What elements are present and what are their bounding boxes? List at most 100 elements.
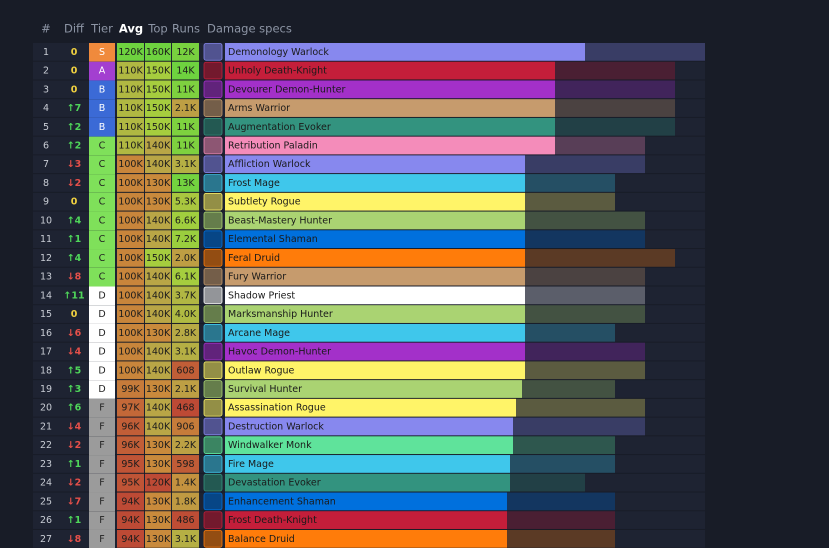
- avg-bar: [225, 361, 525, 380]
- runs-value: 5.3K: [175, 197, 197, 208]
- diff: ↑3: [67, 384, 82, 395]
- rank: 27: [40, 534, 52, 545]
- runs-value: 3.1K: [175, 347, 197, 358]
- runs-value: 608: [176, 365, 194, 376]
- avg-cell: [117, 267, 144, 286]
- runs-value: 3.1K: [175, 159, 197, 170]
- avg-cell: [117, 155, 144, 174]
- diff: ↑7: [67, 103, 82, 114]
- tier: C: [99, 234, 106, 245]
- tier: F: [99, 440, 104, 451]
- spec-name: Fury Warrior: [228, 272, 286, 283]
- rank: 26: [40, 515, 52, 526]
- top-value: 130K: [146, 197, 171, 208]
- rank: 9: [43, 197, 49, 208]
- avg-cell: [117, 230, 144, 249]
- runs-value: 2.1K: [175, 103, 197, 114]
- avg-value: 95K: [121, 478, 140, 489]
- spec-name: Havoc Demon-Hunter: [228, 347, 331, 358]
- top-value: 140K: [146, 290, 171, 301]
- top-cell: [145, 286, 171, 305]
- rank: 16: [40, 328, 52, 339]
- diff: ↓8: [67, 272, 82, 283]
- avg-cell: [117, 380, 144, 398]
- spec-name: Retribution Paladin: [228, 141, 318, 152]
- spec-name: Arcane Mage: [228, 328, 290, 339]
- avg-bar: [225, 117, 555, 136]
- diff: 0: [71, 309, 78, 320]
- spec-icon: [203, 249, 223, 267]
- spec-name: Demonology Warlock: [228, 47, 329, 58]
- top-value: 140K: [146, 421, 171, 432]
- header: Damage specs: [207, 22, 292, 36]
- top-cell: [145, 211, 171, 230]
- tier: F: [99, 515, 104, 526]
- runs-cell: [172, 286, 199, 305]
- header[interactable]: Runs: [172, 22, 200, 36]
- tier: C: [99, 159, 106, 170]
- top-cell: [145, 417, 171, 436]
- avg-bar: [225, 61, 555, 80]
- tier-cell: [89, 361, 115, 381]
- spec-name: Elemental Shaman: [228, 234, 318, 245]
- diff: ↓4: [67, 347, 82, 358]
- rank: 11: [40, 234, 52, 245]
- spec-name: Devourer Demon-Hunter: [228, 84, 346, 95]
- runs-cell: [172, 417, 199, 436]
- header[interactable]: Top: [147, 22, 167, 36]
- spec-name: Beast-Mastery Hunter: [228, 215, 332, 226]
- spec-icon: [203, 118, 223, 136]
- runs-cell: [172, 61, 199, 80]
- top-value: 130K: [146, 384, 171, 395]
- runs-cell: [172, 305, 199, 323]
- spec-name: Balance Druid: [228, 534, 295, 545]
- spec-name: Frost Death-Knight: [228, 515, 317, 526]
- avg-cell: [117, 398, 144, 417]
- top-cell: [145, 80, 171, 99]
- top-cell: [145, 323, 171, 342]
- spec-icon: [203, 192, 223, 211]
- spec-icon: [203, 305, 223, 323]
- runs-cell: [172, 267, 199, 286]
- header[interactable]: Avg: [119, 22, 143, 36]
- spec-icon: [203, 417, 223, 436]
- rank: 23: [40, 459, 52, 470]
- avg-bar: [225, 398, 516, 417]
- avg-cell: [117, 455, 144, 473]
- top-value: 130K: [146, 178, 171, 189]
- runs-cell: [172, 99, 199, 117]
- runs-value: 3.7K: [175, 290, 197, 301]
- avg-cell: [117, 174, 144, 192]
- avg-value: 100K: [118, 272, 143, 283]
- runs-value: 2.1K: [175, 384, 197, 395]
- rank: 21: [40, 421, 52, 432]
- runs-cell: [172, 473, 199, 492]
- rank: 3: [43, 84, 49, 95]
- diff: 0: [71, 47, 78, 58]
- diff: ↑1: [67, 234, 82, 245]
- tier: F: [99, 421, 104, 432]
- avg-bar: [225, 136, 555, 155]
- avg-cell: [117, 249, 144, 267]
- rank: 17: [40, 347, 52, 358]
- avg-bar: [225, 492, 507, 511]
- avg-value: 94K: [121, 534, 140, 545]
- top-value: 140K: [146, 347, 171, 358]
- tier: C: [99, 197, 106, 208]
- spec-icon: [203, 342, 223, 361]
- diff: ↓4: [67, 421, 82, 432]
- tier-cell: [89, 99, 115, 118]
- runs-value: 468: [176, 403, 194, 414]
- spec-name: Unholy Death-Knight: [228, 66, 327, 77]
- avg-value: 94K: [121, 515, 140, 526]
- avg-cell: [117, 417, 144, 436]
- avg-bar: [225, 529, 507, 548]
- avg-value: 100K: [118, 197, 143, 208]
- top-cell: [145, 398, 171, 417]
- runs-cell: [172, 80, 199, 99]
- tier: F: [99, 459, 104, 470]
- avg-cell: [117, 473, 144, 492]
- runs-value: 11K: [176, 122, 195, 133]
- spec-name: Assassination Rogue: [228, 403, 326, 414]
- spec-icon: [203, 324, 223, 342]
